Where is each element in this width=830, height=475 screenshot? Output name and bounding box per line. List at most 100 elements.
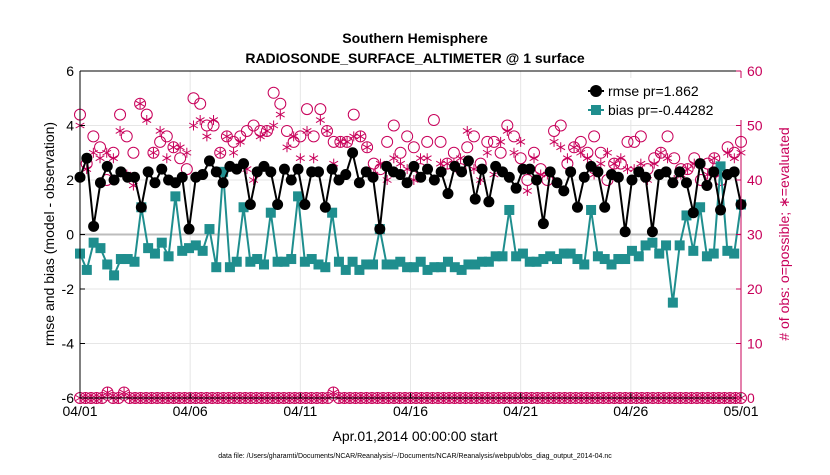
bias-point bbox=[722, 245, 733, 256]
rmse-point bbox=[156, 163, 168, 175]
bias-point bbox=[279, 256, 290, 267]
bias-point bbox=[429, 262, 440, 273]
bias-point bbox=[340, 264, 351, 275]
bias-point bbox=[211, 262, 222, 273]
bias-point bbox=[504, 204, 515, 215]
rmse-point bbox=[476, 163, 488, 175]
evaluated-obs-marker bbox=[602, 147, 613, 158]
evaluated-obs-marker bbox=[616, 153, 626, 164]
bias-point bbox=[477, 256, 488, 267]
possible-obs-marker bbox=[461, 141, 474, 154]
bias-point bbox=[293, 191, 304, 202]
rmse-point bbox=[640, 171, 652, 183]
rmse-point bbox=[217, 177, 229, 189]
bias-point bbox=[381, 259, 392, 270]
rmse-point bbox=[456, 166, 468, 178]
evaluated-obs-marker bbox=[302, 125, 312, 136]
rmse-point bbox=[503, 171, 515, 183]
possible-obs-marker bbox=[194, 97, 207, 110]
evaluated-obs-marker bbox=[315, 115, 325, 126]
evaluated-obs-marker bbox=[175, 142, 185, 153]
rmse-point bbox=[299, 199, 311, 211]
bias-point bbox=[129, 256, 140, 267]
rmse-point bbox=[265, 166, 277, 178]
evaluated-obs-marker bbox=[576, 147, 586, 158]
bias-point bbox=[252, 254, 263, 265]
possible-obs-marker bbox=[381, 135, 394, 148]
possible-obs-marker bbox=[294, 130, 307, 143]
possible-obs-marker bbox=[514, 152, 527, 165]
bias-point bbox=[497, 251, 508, 262]
bias-point bbox=[170, 191, 181, 202]
rmse-point bbox=[578, 171, 590, 183]
evaluated-obs-marker bbox=[142, 115, 152, 126]
bias-point bbox=[286, 254, 297, 265]
bias-point bbox=[715, 161, 726, 172]
rmse-point bbox=[326, 163, 338, 175]
evaluated-obs-marker bbox=[275, 109, 285, 120]
rmse-point bbox=[626, 174, 638, 186]
bias-point bbox=[368, 259, 379, 270]
bias-point bbox=[456, 264, 467, 275]
rmse-point bbox=[708, 166, 720, 178]
possible-obs-marker bbox=[394, 146, 407, 159]
bias-point bbox=[592, 251, 603, 262]
possible-obs-marker bbox=[407, 141, 420, 154]
bias-point bbox=[572, 254, 583, 265]
rmse-point bbox=[435, 166, 447, 178]
bias-point bbox=[102, 259, 113, 270]
bias-point bbox=[688, 245, 699, 256]
rmse-point bbox=[462, 155, 474, 167]
evaluated-obs-marker bbox=[529, 153, 539, 164]
possible-obs-marker bbox=[621, 135, 634, 148]
possible-obs-marker bbox=[708, 152, 721, 165]
y-tick-label-right: 40 bbox=[747, 172, 763, 188]
chart-title: Southern Hemisphere bbox=[342, 30, 488, 46]
evaluated-obs-marker bbox=[395, 158, 406, 169]
legend: rmse pr=1.862 bias pr=-0.44282 bbox=[584, 78, 742, 120]
bias-point bbox=[408, 262, 419, 273]
bias-point bbox=[538, 254, 549, 265]
possible-obs-marker bbox=[120, 130, 133, 143]
bias-point bbox=[545, 251, 556, 262]
bias-point bbox=[517, 248, 528, 259]
evaluated-obs-marker bbox=[148, 147, 159, 158]
bias-point bbox=[620, 254, 631, 265]
rmse-point bbox=[674, 166, 686, 178]
evaluated-obs-marker-baseline bbox=[328, 387, 338, 398]
possible-obs-marker bbox=[147, 146, 160, 159]
bias-point bbox=[388, 259, 399, 270]
possible-obs-marker bbox=[481, 135, 494, 148]
y-tick-label-left: 2 bbox=[66, 172, 74, 188]
y-tick-label-left: -6 bbox=[62, 390, 75, 406]
bias-point bbox=[115, 254, 126, 265]
possible-obs-marker bbox=[87, 130, 100, 143]
bias-point bbox=[109, 270, 120, 281]
possible-obs-marker bbox=[668, 152, 681, 165]
bias-point bbox=[361, 259, 372, 270]
evaluated-obs-marker bbox=[709, 153, 719, 164]
evaluated-obs-marker bbox=[549, 136, 559, 147]
possible-obs-marker bbox=[387, 119, 400, 132]
bias-point bbox=[347, 256, 358, 267]
evaluated-obs-marker bbox=[569, 142, 579, 153]
evaluated-obs-marker bbox=[649, 158, 659, 169]
possible-obs-marker bbox=[127, 146, 140, 159]
evaluated-obs-marker bbox=[723, 147, 733, 158]
rmse-point bbox=[701, 179, 713, 191]
possible-obs-marker bbox=[334, 135, 347, 148]
bias-point bbox=[306, 254, 317, 265]
evaluated-obs-marker bbox=[342, 136, 352, 147]
rmse-point bbox=[353, 177, 365, 189]
rmse-point bbox=[612, 171, 624, 183]
y-tick-label-left: -4 bbox=[62, 336, 75, 352]
evaluated-obs-marker bbox=[195, 115, 205, 126]
rmse-point bbox=[544, 166, 556, 178]
bias-point bbox=[395, 256, 406, 267]
bias-point bbox=[95, 243, 106, 254]
bias-point bbox=[654, 248, 665, 259]
y-tick-label-right: 60 bbox=[747, 63, 763, 79]
evaluated-obs-marker bbox=[255, 131, 265, 142]
possible-obs-marker bbox=[347, 108, 360, 121]
bias-point bbox=[231, 256, 242, 267]
